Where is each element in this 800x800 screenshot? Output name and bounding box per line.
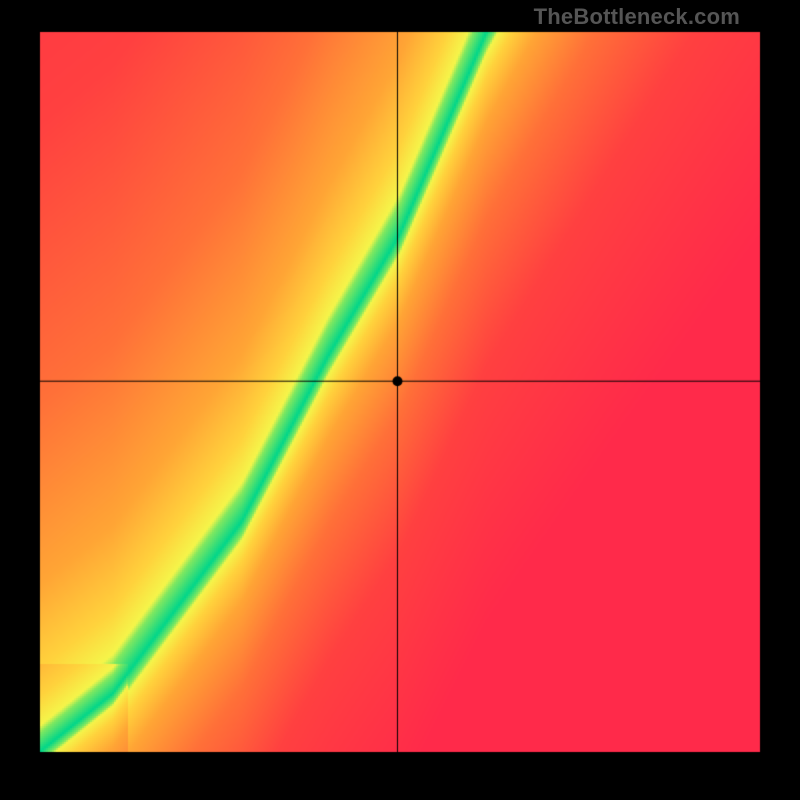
bottleneck-heatmap bbox=[0, 0, 800, 800]
chart-container: TheBottleneck.com bbox=[0, 0, 800, 800]
watermark-text: TheBottleneck.com bbox=[534, 4, 740, 30]
